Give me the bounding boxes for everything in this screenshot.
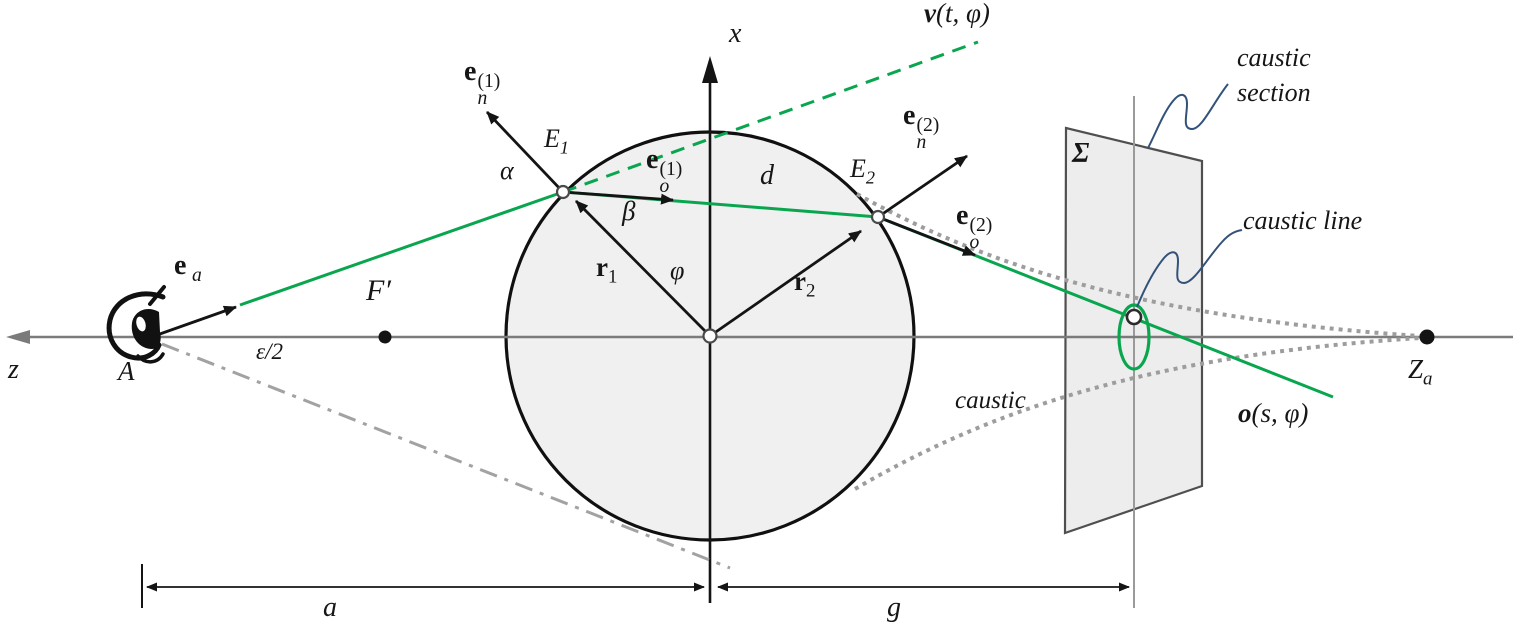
observer-eye-icon: [106, 285, 166, 364]
vector-e-a-label: e a: [174, 250, 202, 286]
vector-r1: [575, 200, 711, 337]
vector-e-a: [156, 305, 237, 337]
vector-e-o1: [562, 190, 674, 205]
point-a-label: A: [118, 356, 135, 386]
ray-extension-dashed: [562, 40, 979, 194]
vector-e-o1-label: e (1) o: [646, 144, 683, 198]
caustic-section-label: caustic section: [1237, 43, 1311, 108]
vector-e-o2: [877, 215, 976, 257]
point-e2-label: E2: [850, 154, 875, 188]
caustic-line-ellipse: [1117, 303, 1151, 371]
x-axis-arrowhead: [702, 56, 718, 83]
point-z-a-label: Za: [1408, 354, 1433, 390]
point-f-prime-dot: [378, 330, 392, 344]
caustic-line-label: caustic line: [1243, 206, 1363, 235]
vector-e-n2-label: e (2) n: [903, 100, 940, 154]
angle-alpha-label: α: [500, 156, 514, 185]
epsilon-half-label: ε/2: [256, 339, 283, 364]
vector-r2: [709, 229, 862, 338]
caustic-label: caustic: [955, 387, 1026, 414]
z-axis-label: z: [8, 354, 19, 385]
vector-e-o2-label: e (2) o: [956, 200, 993, 254]
caustic-curve-lower: [853, 336, 1421, 491]
sphere-center-marker: [702, 328, 718, 344]
ray-o-label: o(s, φ): [1238, 398, 1309, 428]
dim-a-label: a: [323, 592, 337, 623]
z-axis-arrowhead: [6, 330, 30, 344]
caustic-line-callout: [1136, 229, 1243, 308]
x-axis-label: x: [729, 18, 742, 49]
sigma-plane-label: Σ: [1072, 138, 1090, 169]
point-z-a-dot: [1419, 329, 1435, 345]
angle-phi-label: φ: [670, 256, 685, 285]
point-f-prime-label: F′: [366, 274, 391, 307]
vector-e-n2: [877, 154, 968, 219]
radius-r2-label: r2: [794, 266, 816, 302]
ray-v-label: v(t, φ): [924, 0, 990, 28]
angle-beta-label: β: [622, 196, 636, 226]
caustic-point-marker: [1125, 308, 1143, 326]
point-e1-marker: [555, 184, 571, 200]
tangent-dashdot-line: [161, 342, 731, 570]
radius-r1-label: r1: [596, 252, 618, 288]
caustic-curve-upper: [856, 192, 1421, 338]
vector-e-n1-label: e (1) n: [464, 56, 501, 110]
caustic-section-callout: [1147, 83, 1229, 149]
point-e1-label: E1: [544, 124, 569, 158]
dim-g-label: g: [887, 592, 901, 623]
point-e2-marker: [870, 209, 886, 225]
vector-e-n1: [485, 111, 565, 193]
chord-d-label: d: [760, 160, 774, 191]
ray-incident: [239, 190, 564, 307]
